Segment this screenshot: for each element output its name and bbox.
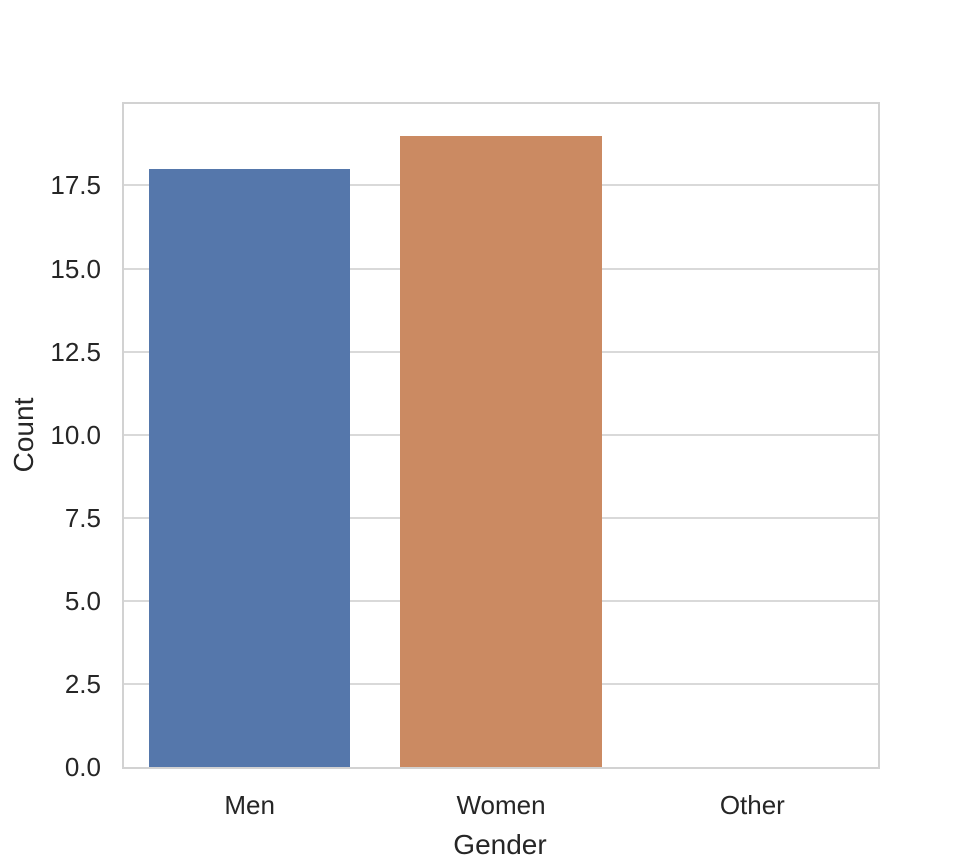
bar-men bbox=[149, 168, 351, 767]
x-axis-label: Gender bbox=[453, 829, 547, 860]
x-tick-label: Women bbox=[456, 790, 546, 820]
bar-women bbox=[400, 135, 602, 767]
y-tick-label: 0.0 bbox=[64, 752, 101, 782]
x-tick-label: Men bbox=[224, 790, 275, 820]
y-tick-label: 2.5 bbox=[64, 668, 101, 699]
y-tick-label: 5.0 bbox=[64, 585, 101, 616]
plot-area bbox=[122, 102, 880, 769]
x-tick-label: Other bbox=[719, 790, 785, 820]
y-tick-label: 15.0 bbox=[50, 253, 101, 284]
y-tick-label: 12.5 bbox=[50, 336, 101, 367]
y-tick-label: 10.0 bbox=[50, 419, 101, 450]
y-tick-label: 7.5 bbox=[64, 502, 101, 533]
y-tick-label: 17.5 bbox=[50, 170, 101, 201]
